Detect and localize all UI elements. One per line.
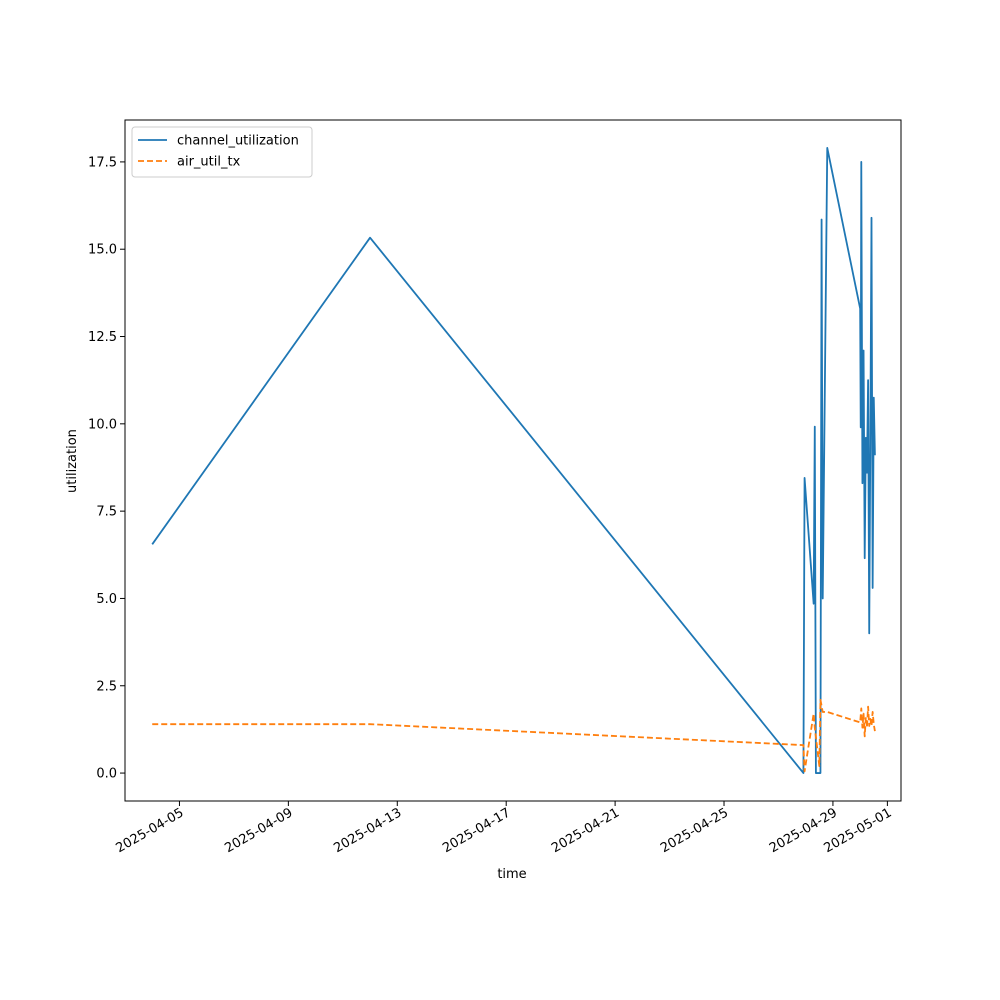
series-line-air-util-tx	[152, 698, 876, 773]
legend-label: air_util_tx	[177, 155, 241, 170]
y-tick-label: 17.5	[88, 155, 117, 170]
y-tick-label: 7.5	[96, 505, 117, 520]
legend-box	[131, 126, 313, 178]
legend-label: channel_utilization	[177, 134, 299, 149]
plot-frame	[124, 119, 902, 802]
plot-area	[125, 120, 901, 801]
y-axis-label: utilization	[65, 429, 80, 493]
legend: channel_utilization air_util_tx	[131, 126, 313, 178]
y-tick-label: 0.0	[96, 767, 117, 782]
y-tick-label: 5.0	[96, 592, 117, 607]
series-line-channel-utilization	[151, 147, 876, 774]
y-tick-label: 15.0	[88, 243, 117, 258]
y-tick-label: 10.0	[88, 417, 117, 432]
y-tick-label: 12.5	[88, 330, 117, 345]
y-tick-label: 2.5	[96, 679, 117, 694]
x-axis-label: time	[497, 867, 526, 882]
